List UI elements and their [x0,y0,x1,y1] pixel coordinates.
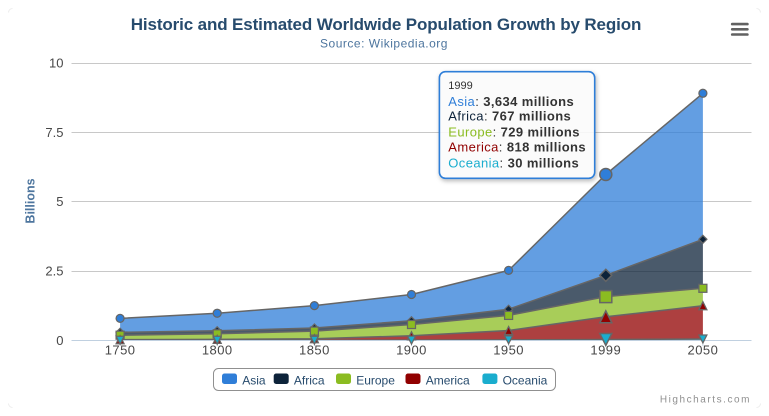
svg-text:America: 818 millions: America: 818 millions [448,140,586,155]
svg-text:Asia: Asia [242,374,266,388]
svg-text:1950: 1950 [493,342,524,357]
svg-text:Highcharts.com: Highcharts.com [660,395,751,406]
svg-text:Historic and Estimated Worldwi: Historic and Estimated Worldwide Populat… [131,15,641,34]
svg-text:1800: 1800 [202,342,233,357]
svg-text:Asia: 3,634 millions: Asia: 3,634 millions [448,94,574,109]
svg-text:1900: 1900 [396,342,427,357]
svg-text:1750: 1750 [105,342,136,357]
svg-text:2050: 2050 [688,342,719,357]
svg-text:10: 10 [49,56,63,71]
svg-text:5: 5 [56,194,63,209]
svg-text:1999: 1999 [448,80,472,92]
svg-text:Source: Wikipedia.org: Source: Wikipedia.org [320,37,448,51]
svg-text:Europe: 729 millions: Europe: 729 millions [448,124,580,139]
svg-text:0: 0 [56,333,63,348]
svg-text:Oceania: Oceania [503,374,548,388]
svg-text:2.5: 2.5 [45,264,63,279]
svg-text:1999: 1999 [590,342,621,357]
svg-text:Europe: Europe [356,374,395,388]
svg-text:Africa: 767 millions: Africa: 767 millions [448,109,571,124]
svg-text:Africa: Africa [294,374,325,388]
svg-text:Oceania: 30 millions: Oceania: 30 millions [448,155,579,170]
svg-text:Billions: Billions [24,178,38,223]
svg-text:America: America [426,374,470,388]
svg-text:1850: 1850 [299,342,330,357]
svg-text:7.5: 7.5 [45,125,63,140]
